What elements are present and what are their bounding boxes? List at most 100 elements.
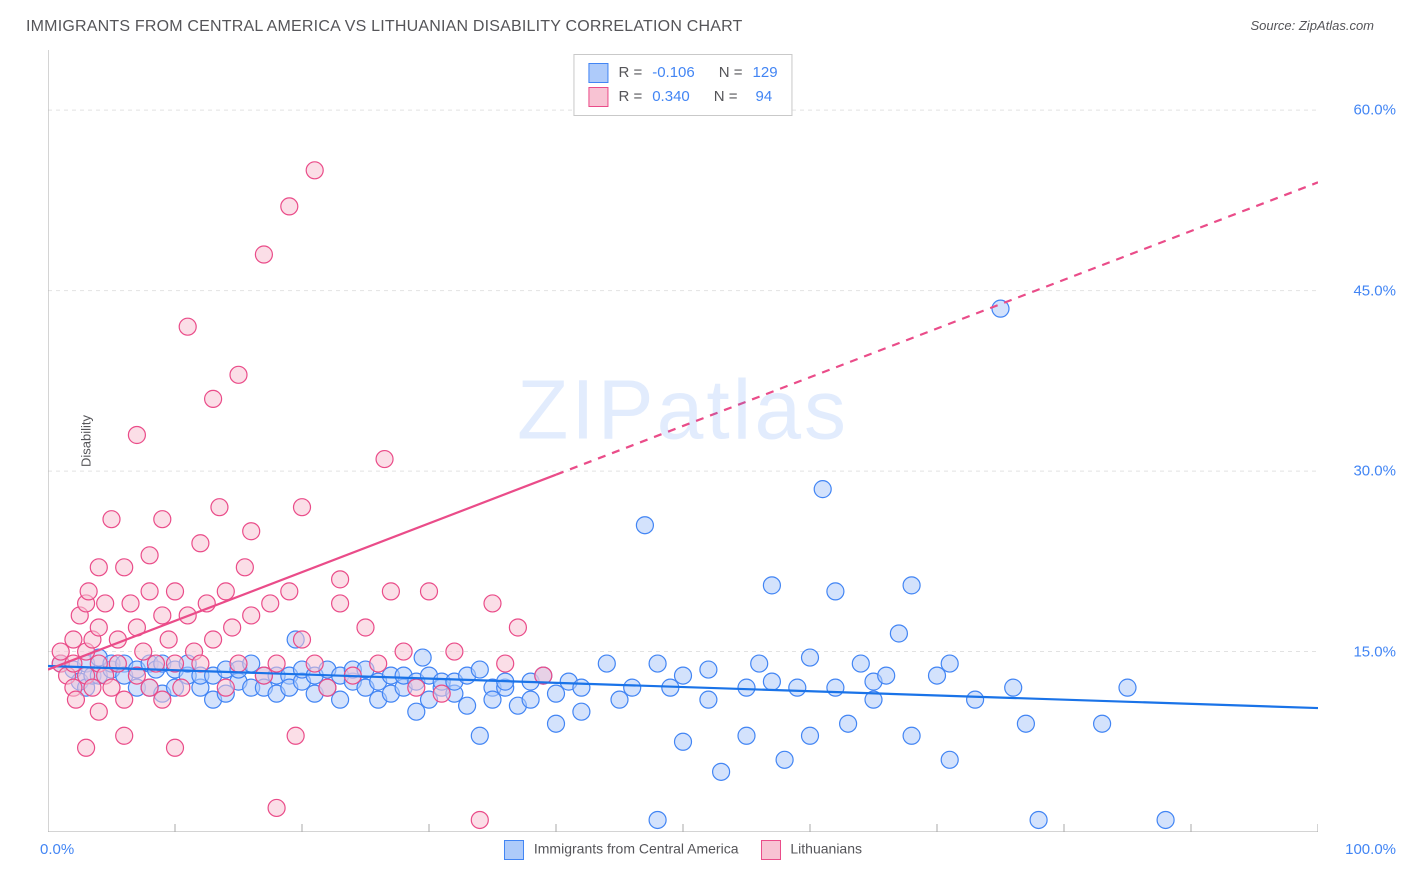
data-point xyxy=(446,643,463,660)
data-point xyxy=(471,727,488,744)
legend-swatch-blue xyxy=(588,63,608,83)
data-point xyxy=(548,715,565,732)
data-point xyxy=(78,739,95,756)
data-point xyxy=(1030,811,1047,828)
data-point xyxy=(573,703,590,720)
data-point xyxy=(700,661,717,678)
data-point xyxy=(281,583,298,600)
series-legend: Immigrants from Central America Lithuani… xyxy=(504,840,862,860)
data-point xyxy=(294,499,311,516)
data-point xyxy=(116,559,133,576)
legend-row-1: R = -0.106 N = 129 xyxy=(588,61,777,85)
data-point xyxy=(878,667,895,684)
data-point xyxy=(382,583,399,600)
legend-n-label: N = xyxy=(714,85,738,109)
data-point xyxy=(459,697,476,714)
scatter-plot xyxy=(48,50,1318,832)
x-axis-min: 0.0% xyxy=(40,841,74,858)
data-point xyxy=(573,679,590,696)
data-point xyxy=(230,655,247,672)
data-point xyxy=(1017,715,1034,732)
data-point xyxy=(903,577,920,594)
data-point xyxy=(90,619,107,636)
data-point xyxy=(738,679,755,696)
data-point xyxy=(738,727,755,744)
data-point xyxy=(217,583,234,600)
data-point xyxy=(103,511,120,528)
legend-swatch-pink xyxy=(588,87,608,107)
legend-r-value: -0.106 xyxy=(652,61,695,85)
data-point xyxy=(509,619,526,636)
data-point xyxy=(217,679,234,696)
data-point xyxy=(154,511,171,528)
legend-r-label: R = xyxy=(618,85,642,109)
legend-n-label: N = xyxy=(719,61,743,85)
legend-row-2: R = 0.340 N = 94 xyxy=(588,85,777,109)
data-point xyxy=(433,685,450,702)
data-point xyxy=(408,679,425,696)
data-point xyxy=(414,649,431,666)
data-point xyxy=(763,673,780,690)
data-point xyxy=(827,679,844,696)
data-point xyxy=(700,691,717,708)
data-point xyxy=(802,649,819,666)
data-point xyxy=(192,655,209,672)
data-point xyxy=(319,679,336,696)
data-point xyxy=(236,559,253,576)
data-point xyxy=(67,691,84,708)
data-point xyxy=(243,523,260,540)
data-point xyxy=(713,763,730,780)
data-point xyxy=(116,727,133,744)
data-point xyxy=(90,703,107,720)
data-point xyxy=(167,583,184,600)
data-point xyxy=(281,198,298,215)
legend-n-value: 94 xyxy=(756,85,773,109)
data-point xyxy=(649,811,666,828)
data-point xyxy=(376,451,393,468)
data-point xyxy=(649,655,666,672)
chart-title: IMMIGRANTS FROM CENTRAL AMERICA VS LITHU… xyxy=(26,18,743,36)
data-point xyxy=(763,577,780,594)
data-point xyxy=(205,390,222,407)
data-point xyxy=(179,318,196,335)
data-point xyxy=(1119,679,1136,696)
data-point xyxy=(776,751,793,768)
data-point xyxy=(154,691,171,708)
data-point xyxy=(636,517,653,534)
data-point xyxy=(789,679,806,696)
data-point xyxy=(675,667,692,684)
data-point xyxy=(306,162,323,179)
data-point xyxy=(224,619,241,636)
data-point xyxy=(287,727,304,744)
y-tick-label: 15.0% xyxy=(1353,643,1396,660)
data-point xyxy=(255,246,272,263)
data-point xyxy=(903,727,920,744)
data-point xyxy=(192,535,209,552)
data-point xyxy=(471,661,488,678)
x-axis-max: 100.0% xyxy=(1345,841,1396,858)
data-point xyxy=(598,655,615,672)
data-point xyxy=(370,655,387,672)
data-point xyxy=(230,366,247,383)
y-tick-label: 60.0% xyxy=(1353,102,1396,119)
legend-item-2: Lithuanians xyxy=(760,840,862,860)
legend-r-value: 0.340 xyxy=(652,85,690,109)
y-tick-label: 45.0% xyxy=(1353,282,1396,299)
data-point xyxy=(852,655,869,672)
y-tick-label: 30.0% xyxy=(1353,463,1396,480)
swatch-pink-icon xyxy=(760,840,780,860)
data-point xyxy=(141,583,158,600)
legend-n-value: 129 xyxy=(753,61,778,85)
data-point xyxy=(128,426,145,443)
data-point xyxy=(1005,679,1022,696)
swatch-blue-icon xyxy=(504,840,524,860)
data-point xyxy=(471,811,488,828)
data-point xyxy=(840,715,857,732)
data-point xyxy=(941,751,958,768)
data-point xyxy=(497,655,514,672)
data-point xyxy=(1094,715,1111,732)
data-point xyxy=(357,619,374,636)
data-point xyxy=(262,595,279,612)
data-point xyxy=(827,583,844,600)
data-point xyxy=(484,595,501,612)
